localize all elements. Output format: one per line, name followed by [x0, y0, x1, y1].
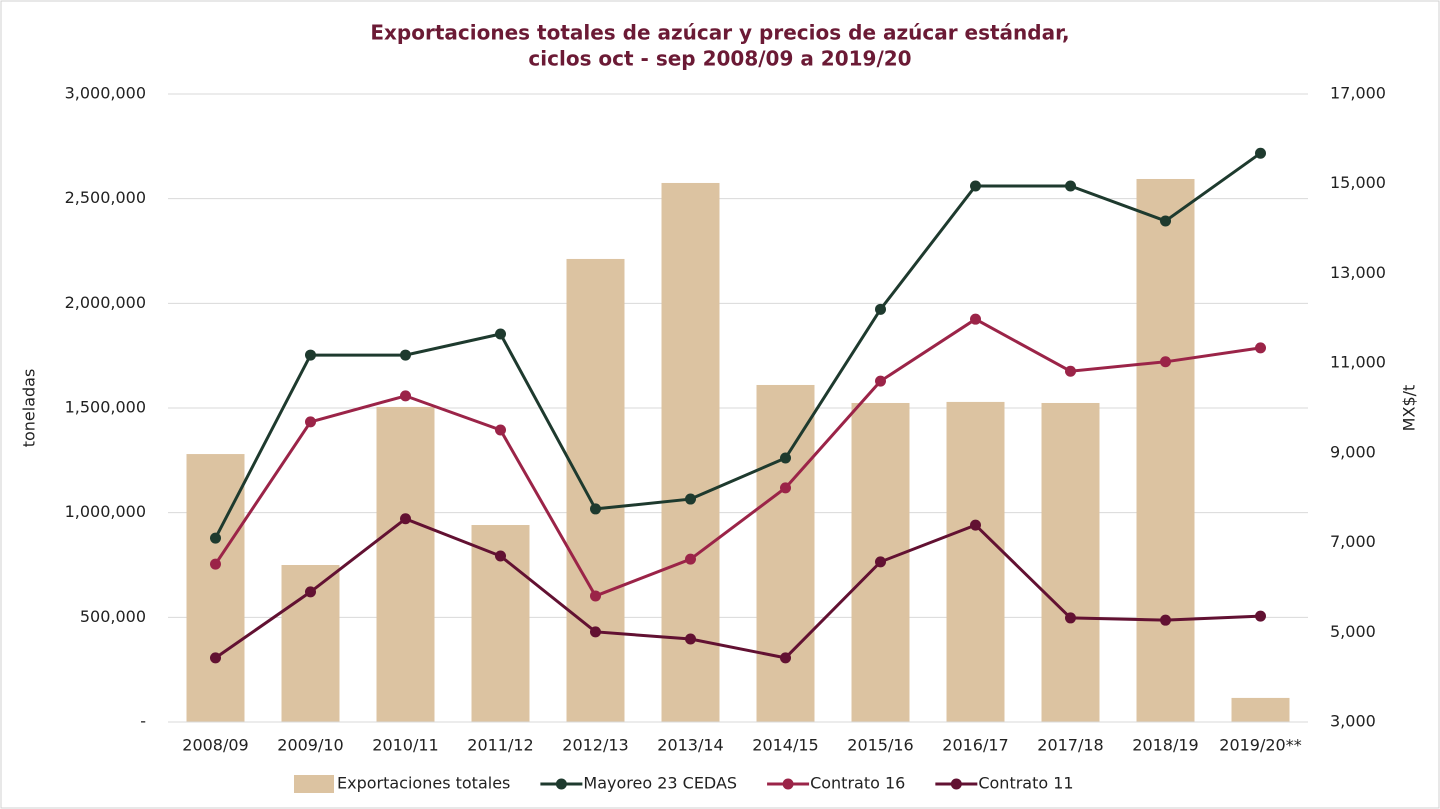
- line-point: [590, 503, 601, 515]
- x-tick-label: 2019/20**: [1219, 736, 1301, 755]
- line-point: [400, 513, 411, 525]
- line-point: [305, 349, 316, 361]
- line-point: [305, 586, 316, 598]
- x-tick-label: 2016/17: [942, 736, 1008, 755]
- line-point: [1065, 365, 1076, 377]
- x-tick-label: 2010/11: [372, 736, 438, 755]
- line-point: [495, 424, 506, 436]
- legend-swatch: [950, 778, 962, 790]
- legend-label: Contrato 11: [978, 774, 1073, 793]
- chart-title: ciclos oct - sep 2008/09 a 2019/20: [528, 47, 911, 71]
- bar: [756, 384, 815, 722]
- line-point: [875, 303, 886, 315]
- y2-tick-label: 17,000: [1330, 84, 1386, 103]
- line-point: [875, 375, 886, 387]
- bar: [1136, 178, 1195, 723]
- line-point: [590, 626, 601, 638]
- line-point: [400, 349, 411, 361]
- line-point: [875, 556, 886, 568]
- legend-label: Contrato 16: [810, 774, 905, 793]
- bar: [661, 182, 720, 722]
- line: [214, 151, 1262, 539]
- line-point: [495, 328, 506, 340]
- line-point: [970, 313, 981, 325]
- line: [214, 517, 1261, 660]
- y-tick-label: 1,000,000: [65, 502, 146, 521]
- line-point: [210, 558, 221, 570]
- y-tick-label: 1,500,000: [65, 398, 146, 417]
- legend-swatch: [294, 775, 334, 793]
- line-point: [970, 519, 981, 531]
- line-point: [1160, 614, 1171, 626]
- line-point: [685, 633, 696, 645]
- line-point: [1160, 215, 1171, 227]
- line-point: [495, 550, 506, 562]
- line-point: [780, 482, 791, 494]
- y2-tick-label: 15,000: [1330, 173, 1386, 192]
- bar: [376, 406, 435, 722]
- line-point: [1065, 180, 1076, 192]
- bar: [1041, 402, 1100, 722]
- line-point: [1255, 147, 1266, 159]
- x-tick-label: 2015/16: [847, 736, 913, 755]
- line-point: [970, 180, 981, 192]
- y-axis-label: toneladas: [20, 369, 39, 448]
- line-point: [400, 390, 411, 402]
- line-point: [1255, 342, 1266, 354]
- legend-label: Exportaciones totales: [337, 774, 510, 793]
- y-tick-label: 2,500,000: [65, 188, 146, 207]
- line-point: [210, 532, 221, 544]
- line-point: [305, 416, 316, 428]
- line-point: [685, 493, 696, 505]
- line: [214, 317, 1261, 598]
- line-point: [1065, 612, 1076, 624]
- x-tick-label: 2018/19: [1132, 736, 1198, 755]
- x-tick-label: 2014/15: [752, 736, 818, 755]
- bar: [566, 258, 625, 722]
- y2-tick-label: 3,000: [1330, 712, 1376, 731]
- y2-tick-label: 5,000: [1330, 622, 1376, 641]
- line-point: [780, 652, 791, 664]
- legend-swatch: [782, 778, 794, 790]
- legend-label: Mayoreo 23 CEDAS: [583, 774, 737, 793]
- x-tick-label: 2012/13: [562, 736, 628, 755]
- y-tick-label: -: [140, 712, 146, 731]
- y2-tick-label: 9,000: [1330, 442, 1376, 461]
- line-point: [1160, 356, 1171, 368]
- line-point: [210, 652, 221, 664]
- line-point: [780, 452, 791, 464]
- bar: [186, 454, 245, 722]
- x-tick-label: 2011/12: [467, 736, 533, 755]
- y-tick-label: 500,000: [80, 607, 146, 626]
- y2-tick-label: 13,000: [1330, 263, 1386, 282]
- x-tick-label: 2013/14: [657, 736, 723, 755]
- y2-tick-label: 11,000: [1330, 353, 1386, 372]
- y-tick-label: 2,000,000: [65, 293, 146, 312]
- y2-axis-label: MX$/t: [1400, 385, 1419, 432]
- y2-tick-label: 7,000: [1330, 532, 1376, 551]
- y-tick-label: 3,000,000: [65, 84, 146, 103]
- line-point: [685, 553, 696, 565]
- line-point: [1255, 610, 1266, 622]
- bar: [1231, 697, 1290, 722]
- line-point: [590, 590, 601, 602]
- x-tick-label: 2017/18: [1037, 736, 1103, 755]
- x-tick-label: 2008/09: [182, 736, 248, 755]
- legend-swatch: [555, 778, 567, 790]
- chart-title: Exportaciones totales de azúcar y precio…: [370, 21, 1069, 45]
- bar: [946, 401, 1005, 722]
- x-tick-label: 2009/10: [277, 736, 343, 755]
